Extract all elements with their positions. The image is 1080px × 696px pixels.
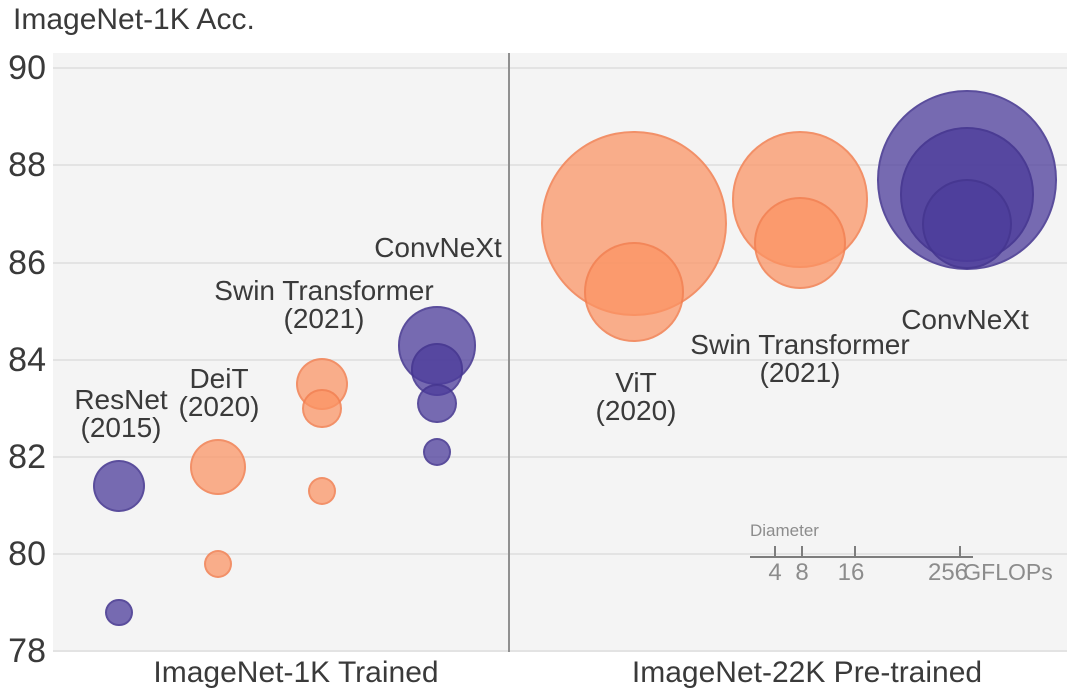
size-legend-tick-label-4: 4 <box>768 559 782 586</box>
gridline-82 <box>53 456 1067 458</box>
bubble-vit-85.4 <box>584 241 684 342</box>
bubble-convnext-86.8 <box>922 178 1012 269</box>
size-legend-tick-4 <box>774 546 776 557</box>
x-axis-label-imagenet-1k-trained: ImageNet-1K Trained <box>153 656 439 689</box>
gridline-78 <box>53 650 1067 653</box>
x-axis-label-imagenet-22k-pretrained: ImageNet-22K Pre-trained <box>631 656 983 689</box>
size-legend-tick-16 <box>854 546 856 557</box>
y-tick-label-78: 78 <box>8 632 46 671</box>
size-legend-tick-label-16: 16 <box>837 559 865 586</box>
size-legend-tick-label-8: 8 <box>795 559 809 586</box>
size-legend-tick-label-256: 256 <box>927 559 969 586</box>
bubble-swin-transformer-81.3 <box>307 476 337 506</box>
gridline-80 <box>53 553 1067 556</box>
bubble-deit-79.8 <box>203 549 233 579</box>
panel-divider <box>508 53 510 652</box>
y-tick-label-84: 84 <box>8 340 46 379</box>
bubble-swin-transformer-86.4 <box>754 197 846 290</box>
size-legend-axis-line <box>750 556 973 558</box>
size-legend-tick-8 <box>801 546 803 557</box>
y-tick-label-88: 88 <box>8 146 46 185</box>
y-tick-label-90: 90 <box>8 49 46 88</box>
size-legend-unit: GFLOPs <box>963 559 1053 585</box>
bubble-convnext-82.1 <box>422 437 452 467</box>
size-legend-tick-256 <box>959 546 961 557</box>
y-tick-label-82: 82 <box>8 438 46 476</box>
gridline-90 <box>53 67 1067 70</box>
bubble-convnext-83.1 <box>417 383 457 424</box>
y-tick-label-86: 86 <box>8 243 46 282</box>
bubble-deit-81.8 <box>189 438 247 495</box>
size-legend-title: Diameter <box>750 521 819 540</box>
y-tick-label-80: 80 <box>8 535 46 574</box>
chart-title: ImageNet-1K Acc. <box>13 3 255 36</box>
bubble-resnet-78.8 <box>105 598 133 627</box>
bubble-resnet-81.4 <box>93 460 145 513</box>
bubble-swin-transformer-83 <box>302 388 342 429</box>
gridline-84 <box>53 358 1067 361</box>
